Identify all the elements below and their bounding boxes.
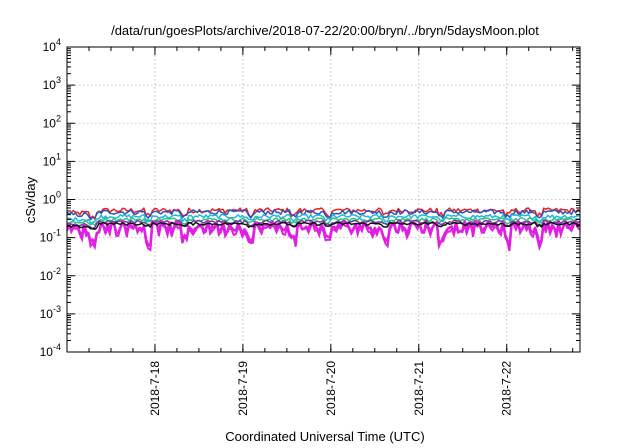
x-tick-label: 2018-7-21 — [412, 361, 426, 416]
y-tick-label: 102 — [43, 113, 61, 130]
y-axis-label: cSv/day — [23, 176, 38, 223]
y-tick-label: 10-1 — [40, 228, 61, 245]
grid — [67, 47, 580, 352]
x-tick-label: 2018-7-19 — [236, 361, 250, 416]
y-tick-label: 10-2 — [40, 266, 61, 283]
y-tick-label: 104 — [43, 37, 61, 54]
y-tick-label: 103 — [43, 75, 61, 92]
y-tick-label: 100 — [43, 190, 61, 207]
series-line — [66, 221, 581, 231]
y-axis: 10-4 10-3 10-2 10-1 100 101 102 103 104 — [40, 37, 580, 359]
series-line — [66, 209, 581, 221]
y-tick-label: 10-3 — [40, 304, 61, 321]
series-line — [66, 207, 581, 220]
x-axis-label: Coordinated Universal Time (UTC) — [225, 429, 424, 444]
series-line — [66, 213, 581, 224]
y-tick-label: 10-4 — [40, 342, 61, 359]
series-group — [65, 207, 581, 252]
chart-title: /data/run/goesPlots/archive/2018-07-22/2… — [111, 23, 539, 38]
x-tick-label: 2018-7-22 — [500, 361, 514, 416]
y-tick-label: 101 — [43, 151, 61, 168]
x-tick-label: 2018-7-18 — [148, 361, 162, 416]
x-axis: 2018-7-18 2018-7-19 2018-7-20 2018-7-21 2018… — [66, 47, 574, 416]
x-tick-label: 2018-7-20 — [324, 361, 338, 416]
